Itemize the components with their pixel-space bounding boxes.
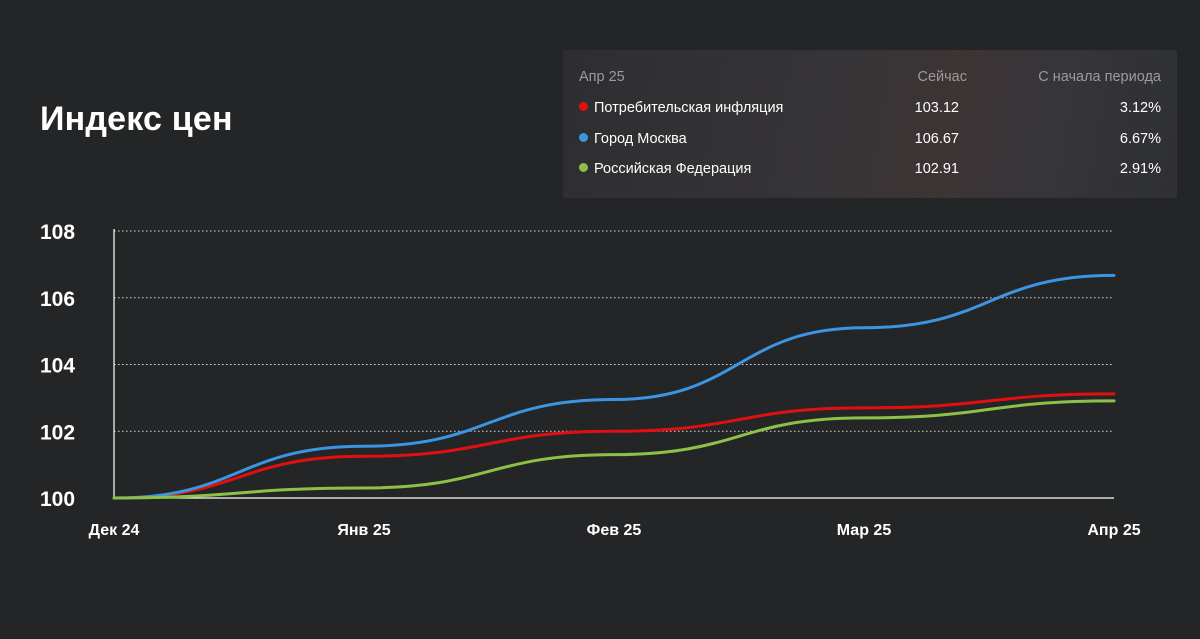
- legend-now-value: 103.12: [914, 100, 959, 116]
- x-tick-label: Апр 25: [1087, 522, 1140, 539]
- legend-label: Российская Федерация: [594, 161, 752, 177]
- legend-since-value: 3.12%: [1119, 100, 1161, 116]
- series-lines: [112, 273, 1116, 500]
- y-tick-label: 100: [40, 488, 75, 511]
- legend-header: Апр 25 Сейчас С начала периода: [563, 69, 1177, 89]
- x-tick-label: Мар 25: [837, 522, 892, 539]
- legend-col-since: С начала периода: [1038, 69, 1161, 85]
- legend-since-value: 2.91%: [1119, 161, 1161, 177]
- x-tick-label: Дек 24: [89, 522, 140, 539]
- y-tick-label: 102: [40, 421, 75, 444]
- series-line: [112, 392, 1116, 500]
- legend-label: Город Москва: [594, 131, 687, 147]
- legend-label: Потребительская инфляция: [594, 100, 784, 116]
- series-line: [112, 399, 1116, 500]
- x-tick-label: Фев 25: [587, 522, 642, 539]
- series-line: [112, 273, 1116, 500]
- y-tick-label: 106: [40, 288, 75, 311]
- page-title: Индекс цен: [40, 100, 233, 138]
- legend-since-value: 6.67%: [1119, 131, 1161, 147]
- series-color-dot: [579, 102, 588, 111]
- axes: [113, 229, 1114, 499]
- x-tick-labels: Дек 24 Янв 25 Фев 25 Мар 25 Апр 25: [89, 522, 1141, 539]
- legend-row: Потребительская инфляция 103.12 3.12%: [563, 100, 1177, 120]
- series-color-dot: [579, 163, 588, 172]
- legend-now-value: 102.91: [914, 161, 959, 177]
- y-tick-label: 108: [40, 221, 75, 244]
- grid-lines: [114, 230, 1114, 499]
- legend-row: Российская Федерация 102.91 2.91%: [563, 161, 1177, 181]
- y-tick-labels: 100 102 104 106 108: [40, 221, 75, 511]
- series-color-dot: [579, 133, 588, 142]
- y-tick-label: 104: [40, 355, 75, 378]
- legend-period: Апр 25: [579, 69, 625, 85]
- legend-now-value: 106.67: [914, 131, 959, 147]
- x-tick-label: Янв 25: [337, 522, 390, 539]
- legend-col-now: Сейчас: [917, 69, 967, 85]
- legend-panel: Апр 25 Сейчас С начала периода Потребите…: [563, 50, 1177, 198]
- legend-row: Город Москва 106.67 6.67%: [563, 131, 1177, 151]
